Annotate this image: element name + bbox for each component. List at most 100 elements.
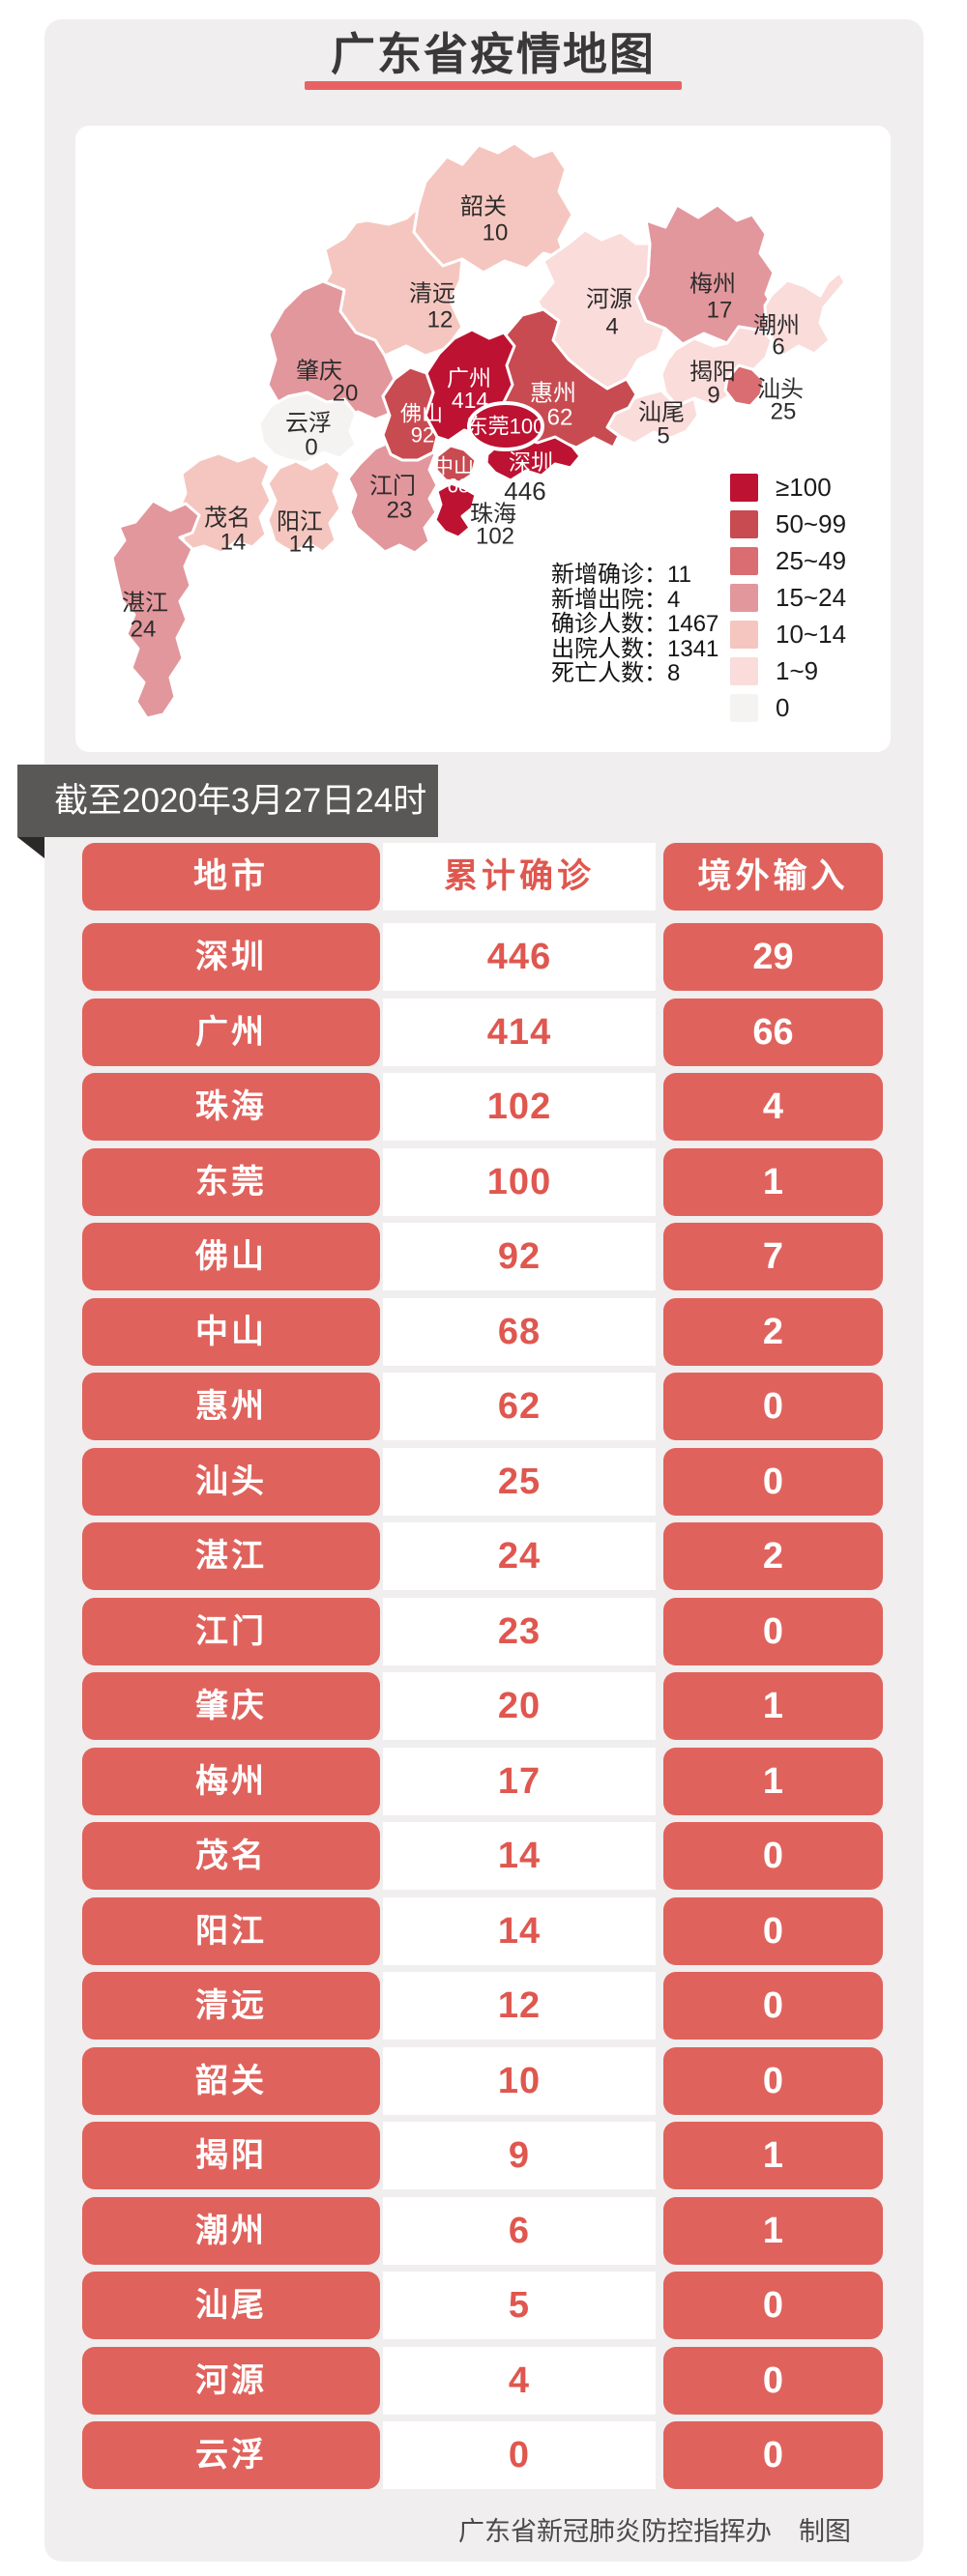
title-underline [305, 81, 682, 90]
region-清远 [315, 206, 464, 358]
table-row: 河源 4 0 [0, 2347, 967, 2415]
table-row: 清远 12 0 [0, 1972, 967, 2040]
region-label: 佛山 [400, 402, 443, 426]
region-label: 清远 [409, 281, 455, 307]
region-value: 25 [771, 399, 797, 425]
city-cell: 云浮 [82, 2421, 380, 2489]
confirmed-cell: 446 [383, 923, 656, 991]
table-row: 佛山 92 7 [0, 1223, 967, 1290]
imported-cell: 2 [663, 1522, 883, 1590]
confirmed-cell: 100 [383, 1148, 656, 1216]
legend-label: 1~9 [776, 656, 819, 685]
imported-cell: 4 [663, 1073, 883, 1141]
imported-cell: 0 [663, 1598, 883, 1665]
region-label: 揭阳 [689, 360, 736, 386]
table-row: 揭阳 9 1 [0, 2122, 967, 2189]
imported-cell: 0 [663, 2272, 883, 2339]
region-label: 惠州 [530, 381, 576, 407]
region-label: 云浮 [285, 411, 332, 437]
table-row: 阳江 14 0 [0, 1897, 967, 1965]
imported-cell: 0 [663, 1448, 883, 1516]
stat-line: 出院人数：1341 [551, 635, 719, 662]
legend-item: ≥100 [730, 474, 846, 502]
city-cell: 惠州 [82, 1373, 380, 1440]
maker-text: 制图 [799, 2517, 851, 2546]
region-label: 河源 [586, 287, 632, 313]
region-value: 92 [411, 423, 434, 448]
imported-cell: 66 [663, 999, 883, 1066]
region-潮州 [763, 271, 847, 358]
confirmed-cell: 0 [383, 2421, 656, 2489]
city-cell: 阳江 [82, 1897, 380, 1965]
region-value: 9 [707, 383, 719, 409]
imported-cell: 1 [663, 1672, 883, 1740]
city-cell: 茂名 [82, 1822, 380, 1890]
region-label: 梅州 [689, 272, 736, 298]
confirmed-cell: 9 [383, 2122, 656, 2189]
city-cell: 清远 [82, 1972, 380, 2040]
page-title: 广东省疫情地图 [331, 29, 656, 79]
imported-cell: 0 [663, 1822, 883, 1890]
confirmed-cell: 68 [383, 1298, 656, 1366]
legend-swatch [730, 621, 758, 649]
city-cell: 梅州 [82, 1748, 380, 1815]
region-珠海 [433, 481, 478, 539]
region-label: 珠海 [470, 502, 516, 528]
table-row: 汕尾 5 0 [0, 2272, 967, 2339]
legend-swatch [730, 694, 758, 722]
city-cell: 江门 [82, 1598, 380, 1665]
date-label: 截至2020年3月27日24时 [54, 782, 427, 820]
city-cell: 潮州 [82, 2197, 380, 2265]
region-value: 414 [452, 388, 489, 413]
confirmed-cell: 6 [383, 2197, 656, 2265]
header-cell-imported: 境外输入 [663, 843, 883, 911]
region-label: 湛江 [122, 591, 168, 617]
imported-cell: 0 [663, 1373, 883, 1440]
map-card: 韶关 10 清远 12 梅州 17 河源 4 潮州 6 揭阳 9 汕尾 5 惠州 62 肇庆 20 云浮 0 茂名 14 阳… [75, 126, 891, 752]
table-row: 东莞 100 1 [0, 1148, 967, 1216]
stat-line: 新增出院：4 [551, 586, 681, 613]
city-cell: 肇庆 [82, 1672, 380, 1740]
imported-cell: 0 [663, 1897, 883, 1965]
imported-cell: 0 [663, 2421, 883, 2489]
confirmed-cell: 414 [383, 999, 656, 1066]
legend-label: 50~99 [776, 509, 847, 538]
stat-line: 确诊人数：1467 [551, 611, 719, 638]
confirmed-cell: 92 [383, 1223, 656, 1290]
region-value: 5 [657, 423, 669, 449]
confirmed-cell: 4 [383, 2347, 656, 2415]
region-东莞 [467, 401, 544, 451]
legend-swatch [730, 584, 758, 612]
imported-cell: 7 [663, 1223, 883, 1290]
confirmed-cell: 25 [383, 1448, 656, 1516]
table-row: 惠州 62 0 [0, 1373, 967, 1440]
table-header-row: 地市 累计确诊 境外输入 [0, 843, 967, 911]
legend-swatch [730, 657, 758, 685]
region-value: 446 [504, 477, 545, 506]
confirmed-cell: 14 [383, 1822, 656, 1890]
region-value: 10 [483, 220, 509, 246]
city-cell: 揭阳 [82, 2122, 380, 2189]
region-value: 23 [387, 498, 413, 524]
confirmed-cell: 20 [383, 1672, 656, 1740]
footer-credit: 广东省新冠肺炎防控指挥办 制图 [458, 2510, 851, 2548]
region-阳江 [266, 459, 342, 555]
city-cell: 深圳 [82, 923, 380, 991]
region-label: 广州 [447, 365, 491, 391]
region-label: 江门 [369, 474, 416, 500]
confirmed-cell: 62 [383, 1373, 656, 1440]
stat-line: 死亡人数：8 [551, 660, 681, 687]
city-cell: 佛山 [82, 1223, 380, 1290]
region-label: 汕头 [757, 377, 804, 403]
credit-text: 广东省新冠肺炎防控指挥办 [458, 2517, 772, 2546]
legend-swatch [730, 474, 758, 502]
city-cell: 中山 [82, 1298, 380, 1366]
table-row: 广州 414 66 [0, 999, 967, 1066]
confirmed-cell: 5 [383, 2272, 656, 2339]
city-cell: 汕尾 [82, 2272, 380, 2339]
region-value: 102 [476, 524, 514, 550]
header-cell-city: 地市 [82, 843, 380, 911]
imported-cell: 0 [663, 2347, 883, 2415]
